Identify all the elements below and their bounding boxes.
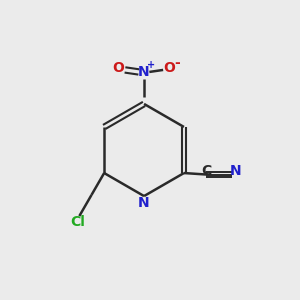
Text: O: O (112, 61, 124, 75)
Text: N: N (138, 64, 150, 79)
Text: -: - (175, 56, 180, 70)
Text: N: N (138, 196, 150, 210)
Text: Cl: Cl (70, 215, 85, 229)
Text: +: + (147, 60, 155, 70)
Text: O: O (164, 61, 176, 75)
Text: C: C (201, 164, 211, 178)
Text: N: N (229, 164, 241, 178)
